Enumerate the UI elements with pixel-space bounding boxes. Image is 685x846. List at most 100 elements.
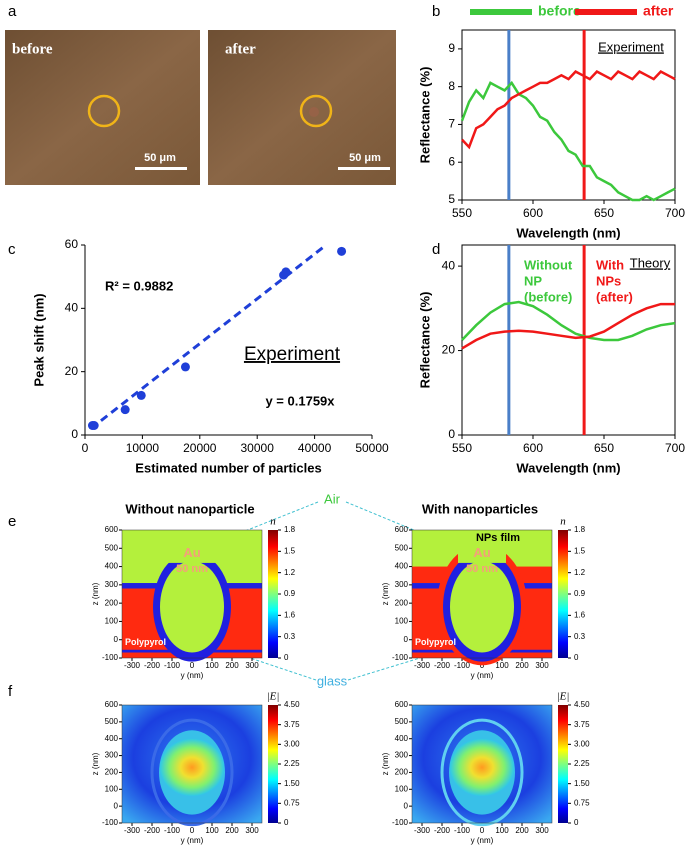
y-tick-label: -300 (414, 826, 431, 835)
z-tick-label: 300 (105, 751, 119, 760)
scale-bar-label: 50 μm (144, 152, 176, 164)
map-title: With nanoparticles (422, 501, 538, 516)
y-tick-label: -200 (434, 661, 451, 670)
series-line (461, 70, 676, 150)
z-tick-label: 200 (395, 768, 409, 777)
series-label: NPs (596, 273, 621, 288)
sphere (450, 561, 514, 653)
y-tick-label: 40 (442, 258, 456, 272)
field-map (121, 704, 263, 827)
air-label: Air (324, 491, 341, 506)
colorbar-tick-label: 0.75 (284, 798, 300, 807)
y-tick-label: 7 (448, 117, 455, 131)
open-top (168, 530, 216, 563)
x-tick-label: 700 (665, 206, 685, 220)
data-point (337, 246, 347, 256)
colorbar-tick-label: 1.2 (574, 568, 586, 577)
colorbar-tick-label: 1.5 (574, 546, 586, 555)
annotation: Experiment (598, 39, 664, 54)
scale-bar (135, 167, 187, 170)
polymer-label: Polypyrol (125, 637, 166, 647)
colorbar-tick-label: 3.75 (574, 720, 590, 729)
x-tick-label: 550 (452, 441, 472, 455)
colorbar-tick-label: 1.50 (574, 779, 590, 788)
data-point (136, 390, 146, 400)
y-tick-label: 100 (495, 661, 509, 670)
colorbar-tick-label: 0 (284, 653, 289, 662)
plot-frame (461, 244, 676, 436)
colorbar-tick-label: 0.3 (284, 632, 296, 641)
colorbar-tick-label: 2.25 (284, 759, 300, 768)
series-label: (after) (596, 289, 633, 304)
y-tick-label: 300 (535, 661, 549, 670)
y-tick-label: 60 (65, 237, 79, 251)
z-tick-label: -100 (102, 653, 119, 662)
x-tick-label: 10000 (126, 441, 160, 455)
data-point (281, 267, 291, 277)
shell-field (440, 718, 524, 827)
y-tick-label: 8 (448, 79, 455, 93)
colorbar (558, 530, 568, 658)
z-tick-label: 500 (395, 717, 409, 726)
y-tick-label: -100 (454, 826, 471, 835)
y-tick-label: 100 (495, 826, 509, 835)
colorbar-title: |E| (557, 691, 570, 703)
colorbar (558, 705, 568, 823)
legend-label: after (643, 3, 674, 19)
au-label: Au (473, 545, 490, 560)
colorbar (268, 705, 278, 823)
panel-label: d (432, 241, 440, 258)
highlight-circle (87, 94, 121, 128)
y-tick-label: 20 (65, 364, 79, 378)
x-axis-label: y (nm) (471, 671, 494, 680)
y-tick-label: -300 (124, 661, 141, 670)
y-tick-label: 0 (448, 427, 455, 441)
x-tick-label: 600 (523, 441, 543, 455)
z-tick-label: 500 (395, 543, 409, 552)
colorbar-tick-label: 0.3 (574, 632, 586, 641)
y-tick-label: -100 (164, 826, 181, 835)
z-axis-label: z (nm) (91, 582, 100, 605)
y-tick-label: -100 (164, 661, 181, 670)
colorbar-tick-label: 1.6 (284, 610, 296, 619)
x-axis-label: y (nm) (181, 836, 204, 845)
panel-label: b (432, 3, 440, 20)
scale-bar-label: 50 μm (349, 152, 381, 164)
z-tick-label: 400 (395, 562, 409, 571)
z-tick-label: -100 (102, 818, 119, 827)
colorbar-tick-label: 4.50 (574, 700, 590, 709)
z-tick-label: 100 (395, 784, 409, 793)
np-film-label: NPs film (476, 532, 520, 544)
colorbar-title: n (270, 516, 276, 528)
y-tick-label: 200 (515, 826, 529, 835)
pointer-line (345, 501, 451, 546)
data-point (89, 421, 99, 430)
y-tick-label: 200 (225, 826, 239, 835)
z-tick-label: 0 (404, 635, 409, 644)
z-axis-label: z (nm) (381, 752, 390, 775)
colorbar-tick-label: 1.2 (284, 568, 296, 577)
colorbar-tick-label: 1.8 (284, 525, 296, 534)
panel-label: c (8, 241, 16, 258)
particle-spot (309, 107, 319, 117)
before-label: before (12, 41, 53, 57)
z-tick-label: 500 (105, 717, 119, 726)
z-tick-label: -100 (392, 818, 409, 827)
x-tick-label: 700 (665, 441, 685, 455)
series-label: (before) (524, 289, 572, 304)
colorbar-tick-label: 2.25 (574, 759, 590, 768)
colorbar-tick-label: 0.9 (574, 589, 586, 598)
x-tick-label: 20000 (183, 441, 217, 455)
z-tick-label: 600 (105, 525, 119, 534)
colorbar-tick-label: 3.75 (284, 720, 300, 729)
y-axis-label: Reflectance (%) (417, 67, 432, 164)
z-axis-label: z (nm) (91, 752, 100, 775)
y-tick-label: 300 (245, 826, 259, 835)
y-axis-label: Peak shift (nm) (31, 293, 46, 386)
x-axis-label: y (nm) (471, 836, 494, 845)
y-tick-label: 0 (190, 661, 195, 670)
annotation: Theory (630, 255, 671, 270)
plot-frame (461, 29, 676, 201)
colorbar-tick-label: 0 (574, 653, 579, 662)
z-tick-label: 0 (404, 801, 409, 810)
